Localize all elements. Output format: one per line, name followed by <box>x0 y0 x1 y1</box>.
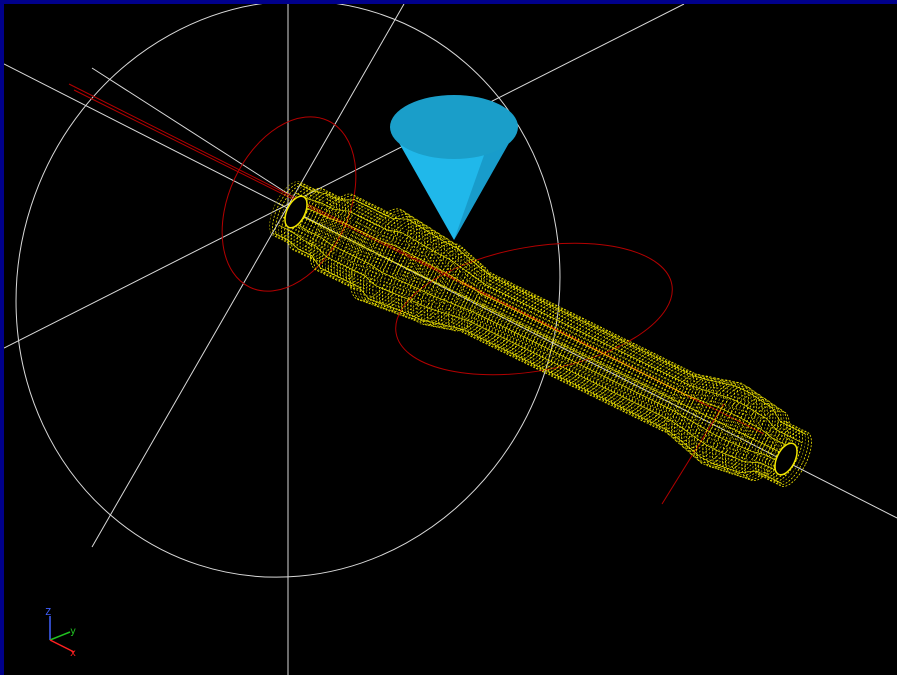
tool-path-loop-mid <box>395 242 673 376</box>
mesh-ring <box>776 431 812 487</box>
mesh-longitude <box>274 233 783 484</box>
cone-top-face <box>390 95 518 159</box>
mesh-longitude <box>278 224 787 476</box>
wireframe-shaft[interactable] <box>262 177 818 492</box>
mesh-ring <box>770 428 806 484</box>
guide-line-steep <box>91 4 405 548</box>
axis-y-label: y <box>70 626 76 637</box>
guide-line-short <box>91 67 305 205</box>
scene-canvas[interactable]: Z y x <box>4 4 897 675</box>
guide-lines <box>4 4 897 675</box>
axis-x-line <box>49 639 75 653</box>
bore-hole-left <box>284 195 308 229</box>
axis-triad-icon: Z y x <box>45 607 76 659</box>
mesh-longitude <box>290 200 799 452</box>
mesh-longitude <box>298 184 807 435</box>
axis-y-line <box>49 631 71 641</box>
cone-shade <box>454 127 518 240</box>
mesh-longitude <box>294 192 803 444</box>
axis-z-label: Z <box>45 607 51 618</box>
guide-ellipse <box>15 4 561 578</box>
guide-line-diagonal-long <box>4 63 897 519</box>
axis-x-label: x <box>70 648 76 659</box>
bore-hole-right <box>774 442 798 476</box>
mesh-ring <box>773 429 809 486</box>
mesh-longitude <box>286 208 795 460</box>
guide-line-left-rising <box>4 4 685 349</box>
mesh-longitude <box>282 216 791 468</box>
tool-path-loop-left <box>221 116 357 292</box>
cone-tool-icon[interactable] <box>390 95 518 240</box>
